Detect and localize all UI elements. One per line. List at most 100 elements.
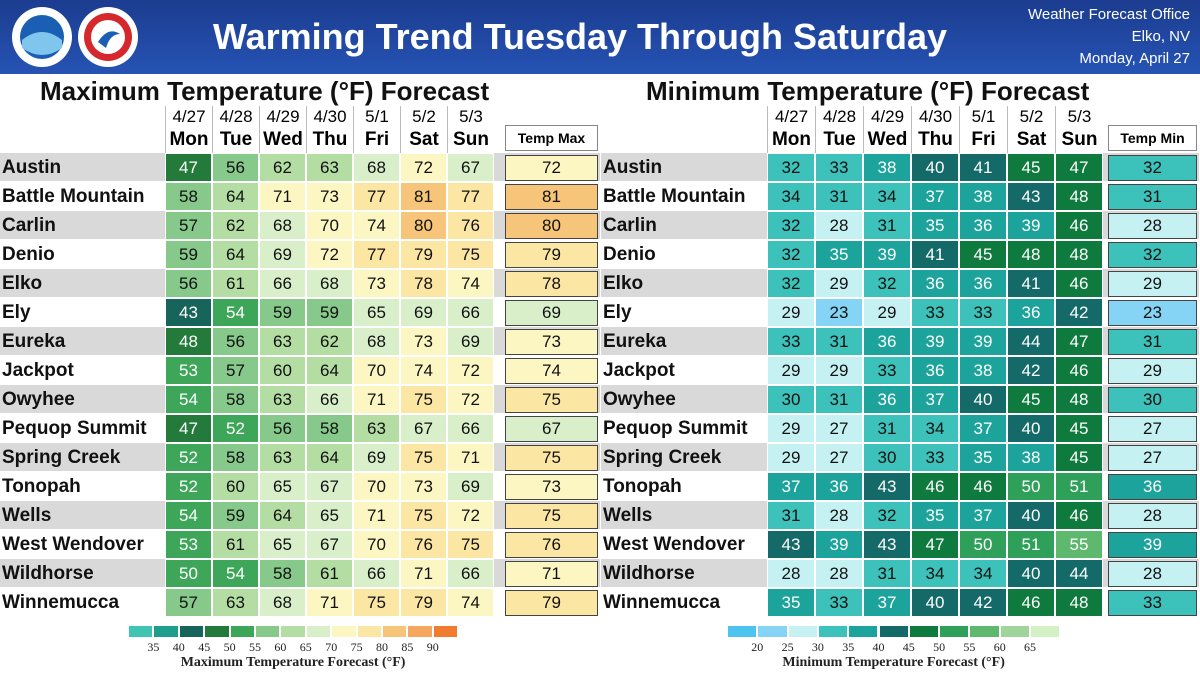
temp-cell: 41	[1007, 269, 1055, 298]
temp-cell: 33	[767, 327, 815, 356]
date-header: 4/27	[165, 106, 212, 128]
temp-cell: 58	[212, 385, 259, 414]
legend-tick-label: 20	[751, 640, 764, 654]
temp-cell: 56	[165, 269, 212, 298]
temp-cell: 28	[815, 559, 863, 588]
summary-cell: 31	[1108, 184, 1197, 210]
temp-cell: 29	[815, 356, 863, 385]
temp-cell: 66	[447, 298, 494, 327]
day-header: Tue	[212, 127, 259, 153]
temp-cell: 58	[259, 559, 306, 588]
summary-cell: 39	[1108, 532, 1197, 558]
station-name: Jackpot	[2, 359, 74, 381]
legend-tick-label: 90	[426, 640, 439, 654]
legend-tick-label: 85	[401, 640, 414, 654]
temp-cell: 42	[1055, 298, 1103, 327]
temp-cell: 72	[447, 385, 494, 414]
summary-cell: 36	[1108, 474, 1197, 500]
legend-swatch	[280, 625, 306, 638]
temp-cell: 58	[212, 443, 259, 472]
temp-cell: 47	[1055, 327, 1103, 356]
legend-title: Maximum Temperature Forecast (°F)	[180, 655, 406, 670]
date-header: 4/29	[259, 106, 306, 128]
temp-cell: 47	[165, 414, 212, 443]
station-name: Wildhorse	[2, 562, 94, 584]
temp-cell: 53	[165, 530, 212, 559]
station-name: Wildhorse	[603, 562, 695, 584]
temp-cell: 54	[165, 501, 212, 530]
temp-cell: 50	[1007, 472, 1055, 501]
station-name: Denio	[2, 243, 55, 265]
temp-cell: 31	[815, 327, 863, 356]
temp-cell: 37	[767, 472, 815, 501]
temp-cell: 37	[911, 182, 959, 211]
temp-cell: 54	[212, 559, 259, 588]
temp-cell: 64	[212, 240, 259, 269]
station-name: Wells	[603, 504, 653, 526]
temp-cell: 46	[959, 472, 1007, 501]
temp-cell: 48	[1007, 240, 1055, 269]
summary-cell: 31	[1108, 329, 1197, 355]
legend-swatch	[878, 625, 909, 638]
legend-swatch	[1030, 625, 1061, 638]
temp-cell: 66	[259, 269, 306, 298]
station-name: Carlin	[2, 214, 56, 236]
summary-cell: 32	[1108, 155, 1197, 181]
temp-cell: 46	[1055, 269, 1103, 298]
temp-cell: 75	[400, 385, 447, 414]
temp-cell: 45	[959, 240, 1007, 269]
legend-tick-label: 60	[274, 640, 287, 654]
title: Warming Trend Tuesday Through Saturday	[212, 16, 948, 57]
temp-cell: 39	[863, 240, 911, 269]
temp-cell: 61	[212, 530, 259, 559]
legend-swatch	[432, 625, 459, 638]
temp-cell: 36	[911, 269, 959, 298]
temp-cell: 46	[1055, 211, 1103, 240]
date-header: 5/1	[353, 106, 400, 128]
temp-cell: 61	[212, 269, 259, 298]
temp-cell: 62	[306, 327, 353, 356]
temp-cell: 28	[815, 211, 863, 240]
legend-swatch	[331, 625, 357, 638]
temp-cell: 54	[212, 298, 259, 327]
station-name: Jackpot	[603, 359, 675, 381]
legend-swatch	[817, 625, 849, 638]
temp-cell: 79	[400, 240, 447, 269]
temp-cell: 45	[1055, 414, 1103, 443]
temp-cell: 57	[212, 356, 259, 385]
temp-cell: 62	[259, 153, 306, 182]
temp-cell: 36	[815, 472, 863, 501]
temp-cell: 36	[911, 356, 959, 385]
station-name: Eureka	[603, 330, 667, 352]
summary-cell: 30	[1108, 387, 1197, 413]
temp-cell: 35	[815, 240, 863, 269]
temp-cell: 43	[863, 530, 911, 559]
table-title: Maximum Temperature (°F) Forecast	[40, 76, 490, 106]
temp-cell: 77	[353, 182, 400, 211]
temp-cell: 29	[767, 443, 815, 472]
legend-swatch	[757, 625, 788, 638]
temp-cell: 36	[863, 385, 911, 414]
temp-cell: 58	[165, 182, 212, 211]
summary-cell: 74	[505, 358, 598, 384]
legend-tick-label: 35	[147, 640, 160, 654]
temp-cell: 60	[212, 472, 259, 501]
temp-cell: 69	[447, 327, 494, 356]
summary-cell: 78	[505, 271, 598, 297]
date-header: 5/1	[959, 106, 1007, 128]
legend-tick-label: 35	[842, 640, 855, 654]
station-name: Spring Creek	[603, 446, 722, 468]
station-name: Winnemucca	[2, 591, 120, 613]
legend-tick-label: 40	[872, 640, 885, 654]
temp-cell: 40	[911, 153, 959, 182]
temp-cell: 27	[815, 443, 863, 472]
temp-cell: 81	[400, 182, 447, 211]
temp-cell: 63	[353, 414, 400, 443]
date-header: 5/3	[447, 106, 494, 128]
temp-cell: 34	[863, 182, 911, 211]
temp-cell: 59	[212, 501, 259, 530]
station-name: Spring Creek	[2, 446, 121, 468]
day-header: Thu	[306, 127, 353, 153]
temp-cell: 32	[767, 153, 815, 182]
summary-cell: 27	[1108, 445, 1197, 471]
